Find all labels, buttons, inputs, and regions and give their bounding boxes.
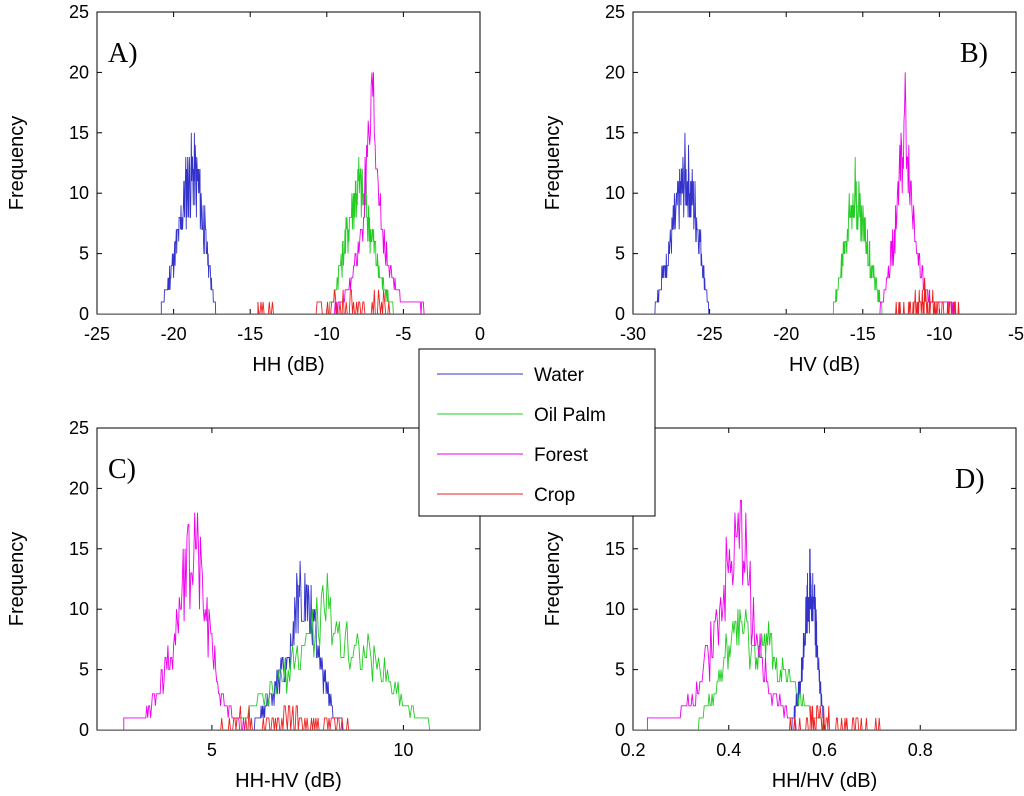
series-line-crop — [633, 277, 1016, 314]
axes-frame — [632, 11, 1017, 315]
panel-b: 0 5 10 15 20 25 -30 -25 -20 -15 -10 -5 HV (dB) Freque… — [542, 2, 1024, 376]
panel-letter: A) — [108, 38, 138, 69]
y-tick-label: 5 — [79, 244, 89, 264]
y-tick-label: 0 — [615, 720, 625, 740]
series-group — [633, 500, 1016, 730]
y-tick-label: 0 — [79, 304, 89, 324]
y-axis-label: Frequency — [6, 532, 28, 627]
x-axis-label: HH-HV (dB) — [235, 770, 342, 792]
x-tick-label: 0 — [475, 324, 485, 344]
series-line-crop — [97, 705, 480, 730]
x-tick-label: -15 — [237, 324, 263, 344]
y-tick-label: 10 — [69, 183, 89, 203]
series-group — [97, 512, 480, 730]
series-line-forest — [97, 72, 480, 314]
series-line-oil-palm — [633, 609, 1016, 730]
series-line-forest — [97, 512, 480, 730]
legend: Water Oil Palm Forest Crop — [418, 348, 656, 517]
series-line-oil-palm — [97, 156, 480, 314]
series-line-crop — [633, 705, 1016, 730]
x-tick-label: -25 — [84, 324, 110, 344]
series-line-water — [633, 548, 1016, 730]
x-tick-label: -30 — [620, 324, 646, 344]
y-tick-label: 10 — [605, 599, 625, 619]
series-group — [633, 72, 1016, 314]
x-tick-label: 10 — [393, 740, 413, 760]
legend-label: Water — [534, 365, 585, 386]
legend-label: Oil Palm — [534, 405, 606, 426]
series-line-oil-palm — [633, 156, 1016, 314]
y-tick-label: 20 — [69, 478, 89, 498]
legend-label: Crop — [534, 485, 575, 506]
x-tick-label: -10 — [314, 324, 340, 344]
x-tick-label: 0.4 — [716, 740, 741, 760]
axes-frame — [96, 11, 481, 315]
x-tick-label: 0.8 — [908, 740, 933, 760]
y-tick-label: 10 — [605, 183, 625, 203]
x-tick-label: -15 — [850, 324, 876, 344]
panel-c: 0 5 10 15 20 25 5 10 HH-HV (dB) Frequency C) — [6, 418, 481, 792]
y-axis-label: Frequency — [6, 116, 28, 211]
series-line-forest — [633, 500, 1016, 730]
y-tick-label: 10 — [69, 599, 89, 619]
y-tick-label: 20 — [69, 62, 89, 82]
x-tick-label: -20 — [773, 324, 799, 344]
y-tick-label: 25 — [69, 418, 89, 438]
series-line-water — [633, 132, 1016, 314]
legend-label: Forest — [534, 445, 589, 466]
y-tick-label: 25 — [605, 2, 625, 22]
y-tick-label: 25 — [69, 2, 89, 22]
y-tick-label: 5 — [615, 244, 625, 264]
x-tick-label: -5 — [395, 324, 411, 344]
x-tick-label: 0.6 — [812, 740, 837, 760]
y-axis-label: Frequency — [542, 116, 564, 211]
x-tick-label: 5 — [207, 740, 217, 760]
panel-a: 0 5 10 15 20 25 -25 -20 -15 -10 -5 0 HH (dB) Frequenc… — [6, 2, 485, 376]
y-tick-label: 15 — [605, 123, 625, 143]
y-tick-label: 0 — [615, 304, 625, 324]
y-tick-label: 5 — [615, 660, 625, 680]
x-tick-label: -25 — [697, 324, 723, 344]
y-axis-label: Frequency — [542, 532, 564, 627]
series-line-water — [97, 560, 480, 730]
y-tick-label: 0 — [79, 720, 89, 740]
y-tick-label: 20 — [605, 62, 625, 82]
panel-letter: D) — [955, 464, 985, 495]
x-tick-label: -5 — [1008, 324, 1024, 344]
x-axis-label: HH/HV (dB) — [772, 770, 878, 792]
series-group — [97, 72, 480, 314]
x-tick-label: 0.2 — [620, 740, 645, 760]
y-tick-label: 5 — [79, 660, 89, 680]
panel-letter: B) — [960, 38, 988, 69]
x-tick-label: -20 — [161, 324, 187, 344]
y-tick-label: 15 — [605, 539, 625, 559]
y-tick-label: 15 — [69, 123, 89, 143]
series-line-crop — [97, 289, 480, 314]
series-line-water — [97, 132, 480, 314]
y-tick-label: 15 — [69, 539, 89, 559]
x-axis-label: HV (dB) — [789, 354, 860, 376]
panel-letter: C) — [108, 454, 136, 485]
legend-box — [418, 348, 656, 517]
x-axis-label: HH (dB) — [252, 354, 324, 376]
x-tick-label: -10 — [926, 324, 952, 344]
series-line-oil-palm — [97, 572, 480, 730]
